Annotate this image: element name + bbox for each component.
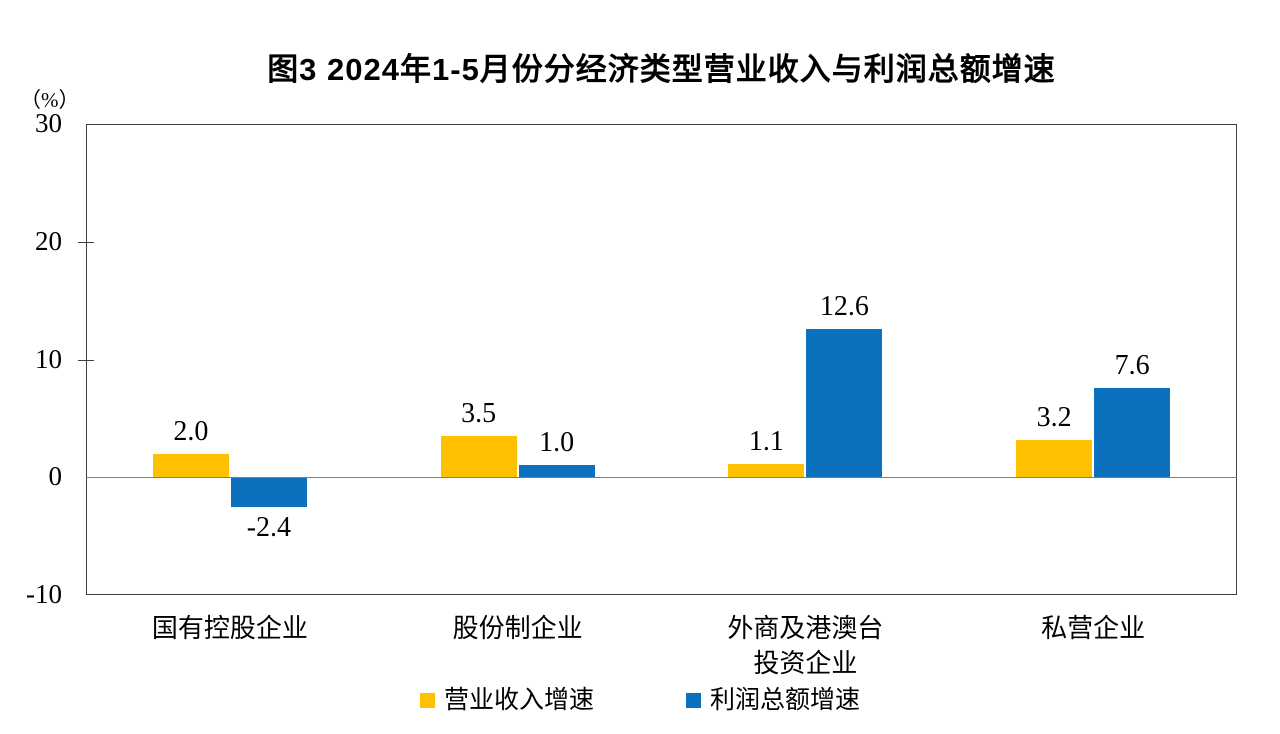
value-label: -2.4 xyxy=(246,511,292,543)
y-tick-label: -10 xyxy=(26,579,62,609)
value-label: 1.0 xyxy=(539,427,575,459)
value-label: 3.2 xyxy=(1036,401,1072,433)
value-label: 7.6 xyxy=(1114,349,1150,381)
y-tick-mark xyxy=(78,241,94,243)
bar xyxy=(1016,439,1093,478)
legend-item: 营业收入增速 xyxy=(419,687,594,714)
value-label: 3.5 xyxy=(461,398,497,430)
bar xyxy=(230,478,307,507)
bar xyxy=(728,464,805,478)
bar xyxy=(1094,387,1171,478)
category-label: 国有控股企业 xyxy=(151,614,308,643)
y-tick-label: 20 xyxy=(35,225,62,256)
y-tick-mark xyxy=(78,359,94,361)
bar xyxy=(806,328,883,478)
y-axis-unit-label: （%） xyxy=(20,88,80,112)
category-label: 私营企业 xyxy=(1041,614,1146,643)
bar xyxy=(440,436,517,478)
legend-item: 利润总额增速 xyxy=(686,688,860,713)
chart-title: 图3 2024年1-5月份分经济类型营业收入与利润总额增速 xyxy=(267,52,1056,87)
bar xyxy=(152,453,229,478)
category-label: 股份制企业 xyxy=(452,614,583,643)
y-tick-label: 10 xyxy=(35,343,62,374)
y-tick-label: 30 xyxy=(35,108,62,138)
legend-label: 利润总额增速 xyxy=(710,687,861,714)
bar xyxy=(518,465,595,478)
category-label: 外商及港澳台 投资企业 xyxy=(727,614,884,679)
legend-label: 营业收入增速 xyxy=(443,687,594,714)
value-label: 2.0 xyxy=(173,415,209,447)
legend-swatch xyxy=(419,693,435,708)
zero-baseline xyxy=(86,477,1237,479)
y-tick-label: 0 xyxy=(48,461,63,492)
legend: 营业收入增速 利润总额增速 xyxy=(0,688,1280,713)
legend-swatch xyxy=(686,693,701,708)
value-label: 12.6 xyxy=(819,290,869,322)
value-label: 1.1 xyxy=(748,426,784,458)
